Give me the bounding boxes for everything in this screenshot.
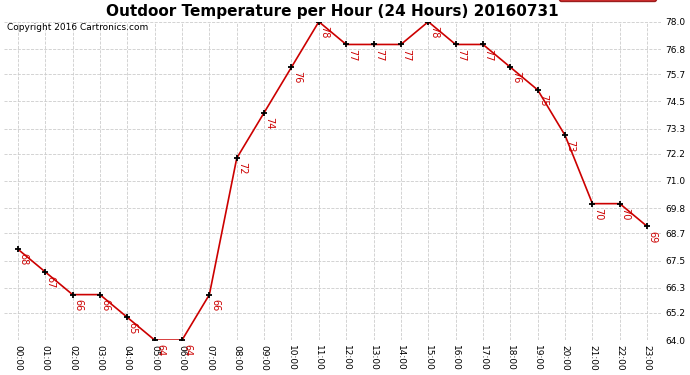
Text: 72: 72 (237, 162, 247, 175)
Text: 78: 78 (428, 26, 439, 38)
Text: 65: 65 (128, 321, 138, 334)
Text: 69: 69 (648, 231, 658, 243)
Text: 76: 76 (292, 71, 302, 84)
Text: 68: 68 (19, 253, 28, 266)
Text: 75: 75 (538, 94, 549, 106)
Text: 77: 77 (456, 49, 466, 61)
Text: 66: 66 (210, 299, 220, 311)
Text: 77: 77 (484, 49, 493, 61)
Text: 76: 76 (511, 71, 521, 84)
Text: 77: 77 (402, 49, 411, 61)
Legend: Temperature (°F): Temperature (°F) (560, 0, 656, 1)
Text: 66: 66 (73, 299, 83, 311)
Text: 64: 64 (155, 344, 165, 357)
Text: 78: 78 (319, 26, 329, 38)
Text: 73: 73 (566, 140, 575, 152)
Text: 66: 66 (101, 299, 110, 311)
Title: Outdoor Temperature per Hour (24 Hours) 20160731: Outdoor Temperature per Hour (24 Hours) … (106, 4, 559, 19)
Text: 77: 77 (347, 49, 357, 61)
Text: 77: 77 (374, 49, 384, 61)
Text: 67: 67 (46, 276, 56, 288)
Text: 70: 70 (620, 208, 631, 220)
Text: 74: 74 (265, 117, 275, 129)
Text: 64: 64 (183, 344, 193, 357)
Text: Copyright 2016 Cartronics.com: Copyright 2016 Cartronics.com (7, 22, 148, 32)
Text: 70: 70 (593, 208, 603, 220)
